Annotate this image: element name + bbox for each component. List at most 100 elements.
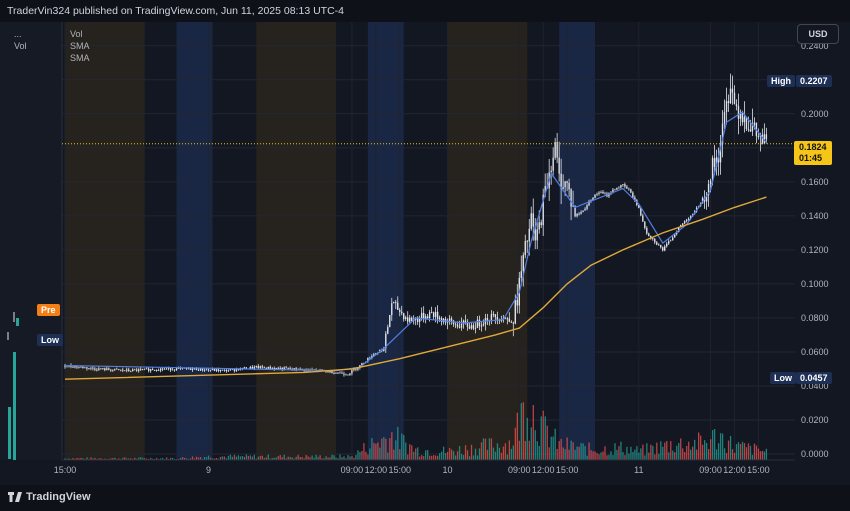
price-chart[interactable]: 0.24000.22000.20000.18000.16000.14000.12… — [0, 22, 850, 485]
candle-body — [592, 197, 594, 201]
candle-body — [753, 122, 756, 125]
candle-body — [650, 236, 652, 239]
candle-body — [532, 213, 534, 227]
candle-body — [391, 303, 393, 316]
volume-bar — [68, 458, 70, 460]
volume-bar — [658, 453, 660, 460]
volume-bar — [522, 402, 524, 460]
candle-body — [369, 357, 371, 359]
candle-body — [480, 325, 483, 327]
volume-bar — [156, 458, 158, 460]
volume-bar — [291, 457, 293, 460]
volume-bar — [592, 451, 594, 460]
volume-bar — [524, 441, 526, 460]
volume-bar — [305, 454, 307, 460]
candle-body — [725, 101, 728, 113]
candle-body — [739, 113, 742, 119]
volume-bar — [327, 457, 329, 460]
candle-body — [416, 318, 419, 322]
volume-bar — [399, 449, 401, 460]
volume-bar — [353, 457, 355, 460]
volume-bar — [763, 451, 766, 460]
candle-body — [201, 368, 204, 371]
side-low-tag: Low — [37, 334, 63, 346]
candle-body — [422, 312, 425, 320]
candle-body — [741, 113, 744, 123]
candle-body — [329, 370, 331, 373]
volume-bar — [464, 445, 467, 460]
volume-bar — [433, 455, 435, 460]
volume-bar — [383, 437, 385, 460]
candle-body — [90, 367, 92, 369]
candle-body — [672, 237, 674, 241]
volume-bar — [749, 445, 752, 460]
volume-bar — [325, 456, 327, 460]
legend-sma-1[interactable]: SMA — [70, 41, 90, 51]
volume-bar — [375, 443, 377, 460]
volume-bar — [297, 454, 299, 460]
time-tick-label: 15:00 — [54, 465, 77, 475]
candle-body — [600, 191, 602, 193]
candle-body — [751, 124, 754, 132]
candle-body — [205, 369, 208, 371]
candle-body — [683, 221, 686, 224]
volume-bar — [534, 430, 536, 460]
legend-sma-2[interactable]: SMA — [70, 53, 90, 63]
candle-body — [528, 228, 530, 242]
candle-body — [104, 368, 106, 371]
side-menu-dots[interactable]: ... — [14, 29, 22, 39]
candle-body — [707, 184, 710, 196]
volume-bar — [628, 453, 630, 460]
volume-bar — [518, 440, 520, 460]
candle-body — [120, 369, 122, 371]
volume-bar — [570, 440, 572, 460]
volume-bar — [166, 457, 168, 460]
candle-body — [159, 368, 162, 371]
candle-body — [281, 367, 283, 370]
volume-bar — [630, 446, 632, 460]
volume-bar — [606, 455, 608, 460]
volume-bar — [602, 451, 604, 460]
candle-body — [542, 194, 544, 226]
volume-bar — [275, 457, 277, 460]
candle-body — [179, 367, 182, 369]
candle-body — [524, 241, 526, 256]
price-tick-label: 0.1200 — [801, 245, 829, 255]
candle-body — [175, 368, 178, 371]
volume-bar — [540, 416, 542, 460]
low-tag: Low — [770, 372, 796, 384]
volume-bar — [335, 457, 337, 460]
legend-vol[interactable]: Vol — [70, 29, 83, 39]
volume-bar — [64, 458, 66, 460]
volume-bar — [183, 457, 186, 460]
candle-body — [84, 367, 86, 369]
candle-body — [245, 367, 248, 370]
candle-body — [255, 366, 257, 367]
candle-body — [301, 368, 303, 370]
candle-body — [108, 368, 110, 370]
candle-body — [337, 372, 339, 374]
price-tick-label: 0.1600 — [801, 177, 829, 187]
candle-body — [367, 357, 369, 362]
candles — [64, 73, 768, 377]
volume-bar — [377, 442, 379, 460]
volume-bar — [510, 448, 513, 460]
candle-body — [570, 189, 572, 207]
volume-bar — [401, 433, 403, 460]
volume-bar — [568, 449, 570, 460]
volume-bar — [476, 455, 479, 460]
price-tick-label: 0.0400 — [801, 381, 829, 391]
candle-body — [237, 369, 240, 371]
price-tick-label: 0.1000 — [801, 279, 829, 289]
candle-body — [668, 241, 670, 244]
candle-body — [466, 322, 469, 327]
volume-bar — [584, 445, 586, 460]
volume-bar — [136, 458, 138, 460]
candle-body — [197, 370, 200, 371]
tradingview-logo[interactable]: TradingView — [8, 491, 91, 503]
currency-button[interactable]: USD — [797, 24, 839, 44]
volume-bar — [743, 443, 746, 460]
session-shade-0 — [176, 22, 213, 460]
volume-bar — [247, 455, 250, 460]
volume-bar — [757, 448, 760, 460]
